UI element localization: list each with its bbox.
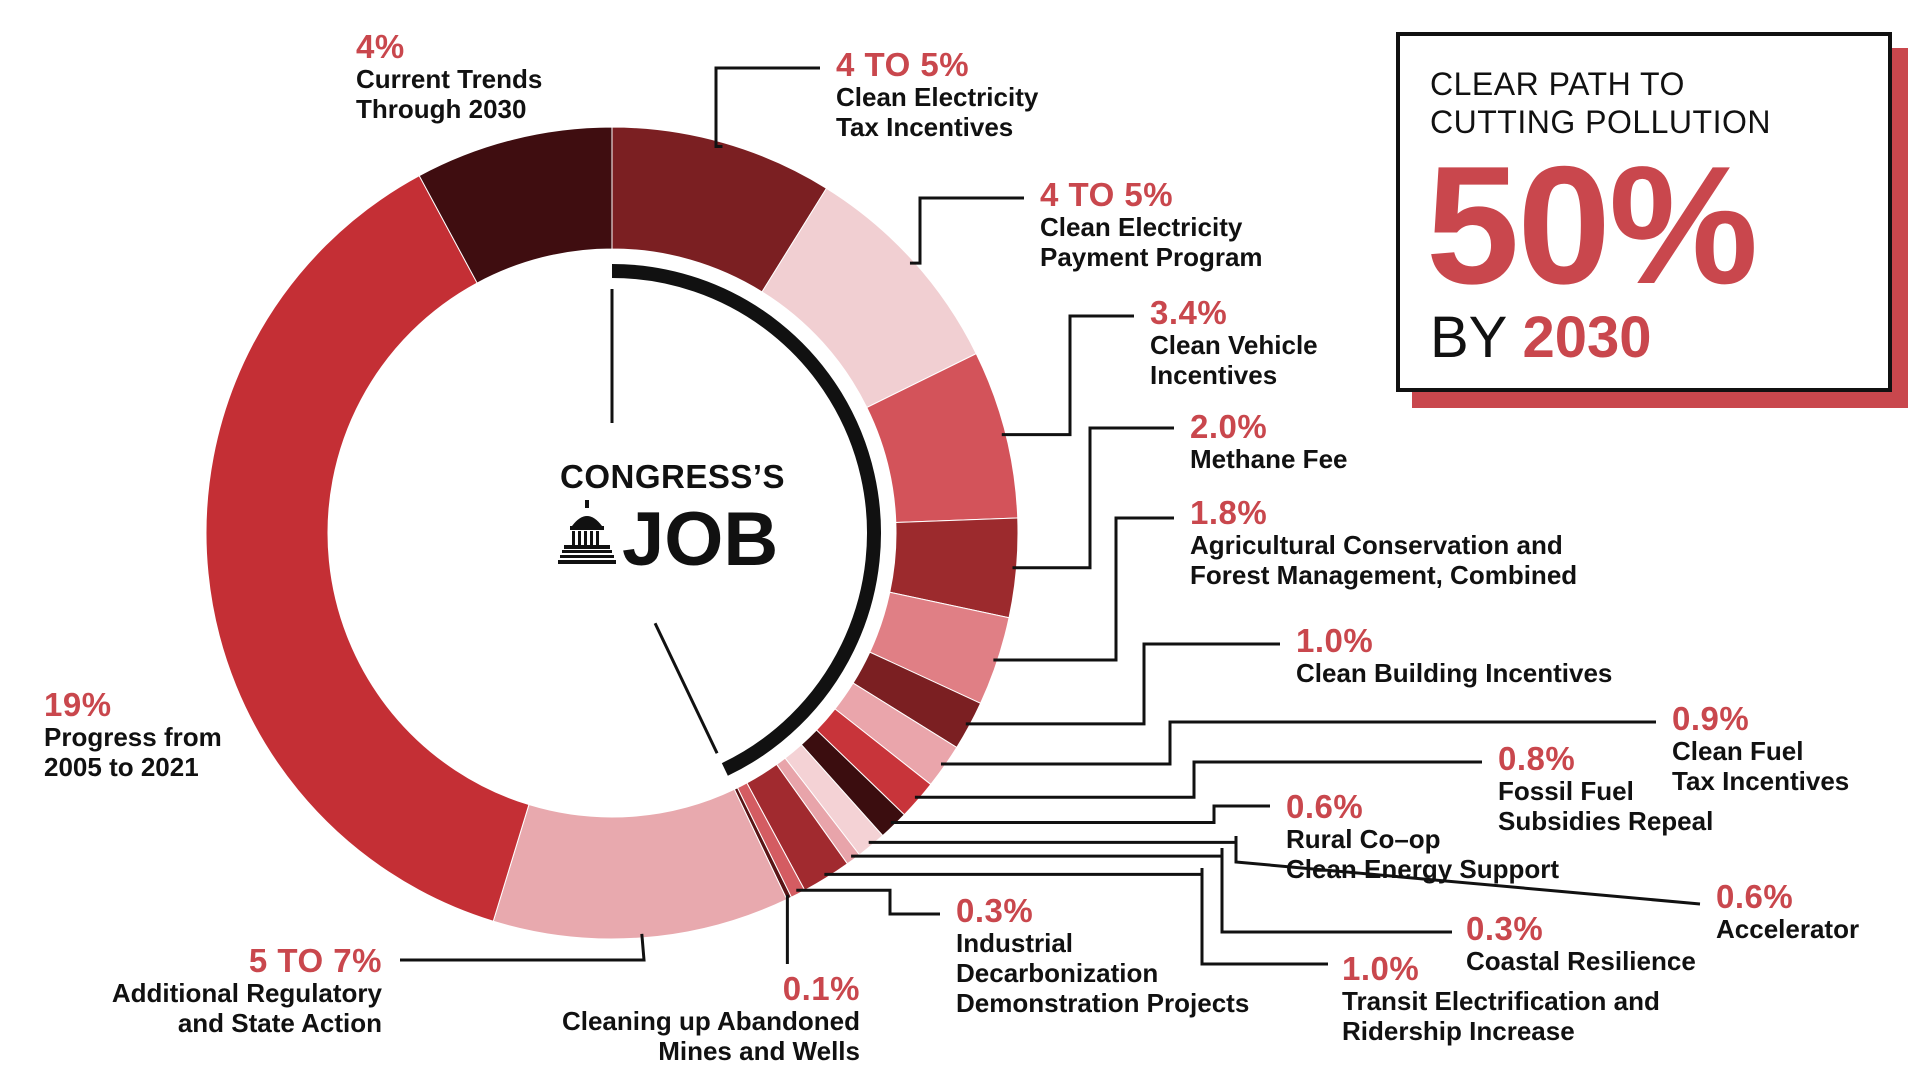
label-pct: 0.3%	[956, 892, 1034, 929]
label-clean-vehicle: 3.4% Clean Vehicle Incentives	[1150, 294, 1318, 391]
label-pct: 1.8%	[1190, 494, 1268, 531]
leader-line	[909, 196, 1024, 265]
leader-line	[1001, 314, 1134, 437]
leader-line	[914, 760, 1482, 799]
label-current-trends: 4% Current Trends Through 2030	[356, 28, 543, 125]
callout-year: 2030	[1522, 305, 1652, 370]
label-name: Transit Electrification and Ridership In…	[1342, 986, 1660, 1046]
label-progress: 19% Progress from 2005 to 2021	[44, 686, 222, 783]
label-clean-electricity-tax: 4 TO 5% Clean Electricity Tax Incentives	[836, 46, 1039, 143]
label-name: Current Trends Through 2030	[356, 64, 543, 124]
label-name: Clean Fuel Tax Incentives	[1672, 736, 1850, 796]
label-name: Clean Electricity Payment Program	[1040, 212, 1263, 272]
slice-additional-regulatory-and-state-action	[492, 788, 788, 940]
leader-line	[714, 66, 820, 148]
center-job: JOB	[622, 497, 779, 582]
label-pct: 4 TO 5%	[1040, 176, 1174, 213]
congress-bracket-end	[653, 622, 719, 754]
leader-line	[940, 720, 1656, 766]
leader-line	[868, 836, 1701, 906]
leader-line	[400, 933, 646, 962]
callout-line2: CUTTING POLLUTION	[1430, 104, 1771, 140]
label-pct: 0.1%	[782, 970, 860, 1007]
label-rural-coop: 0.6% Rural Co–op Clean Energy Support	[1286, 788, 1560, 885]
capitol-icon	[558, 500, 616, 564]
label-pct: 0.8%	[1498, 740, 1576, 777]
label-agricultural: 1.8% Agricultural Conservation and Fores…	[1190, 494, 1578, 591]
label-pct: 1.0%	[1296, 622, 1374, 659]
label-name: Accelerator	[1716, 914, 1860, 944]
label-name: Fossil Fuel Subsidies Repeal	[1498, 776, 1714, 836]
leader-line	[965, 642, 1280, 726]
label-pct: 2.0%	[1190, 408, 1268, 445]
label-name: Industrial Decarbonization Demonstration…	[956, 928, 1250, 1018]
label-name: Clean Electricity Tax Incentives	[836, 82, 1039, 142]
label-pct: 0.3%	[1466, 910, 1544, 947]
label-clean-fuel: 0.9% Clean Fuel Tax Incentives	[1672, 700, 1850, 797]
leader-line	[851, 848, 1452, 934]
label-pct: 4 TO 5%	[836, 46, 970, 83]
congress-bracket-arc	[611, 264, 881, 776]
label-pct: 0.9%	[1672, 700, 1750, 737]
label-pct: 19%	[44, 686, 112, 723]
label-name: Agricultural Conservation and Forest Man…	[1190, 530, 1578, 590]
label-coastal: 0.3% Coastal Resilience	[1466, 910, 1696, 977]
label-pct: 5 TO 7%	[248, 942, 382, 979]
slice-progress-from-2005-to-2021	[205, 175, 530, 922]
label-transit: 1.0% Transit Electrification and Ridersh…	[1342, 950, 1660, 1047]
label-additional-regulatory: 5 TO 7% Additional Regulatory and State …	[60, 942, 382, 1039]
leader-line	[993, 516, 1174, 662]
leader-line	[890, 804, 1270, 824]
slice-current-trends-through-2030	[418, 126, 613, 284]
label-clean-electricity-payment: 4 TO 5% Clean Electricity Payment Progra…	[1040, 176, 1263, 273]
callout-line1: CLEAR PATH TO	[1430, 66, 1685, 102]
label-name: Coastal Resilience	[1466, 946, 1696, 976]
label-methane-fee: 2.0% Methane Fee	[1190, 408, 1348, 475]
label-fossil-fuel: 0.8% Fossil Fuel Subsidies Repeal	[1498, 740, 1714, 837]
callout-percent: 50%	[1426, 131, 1758, 319]
label-accelerator: 0.6% Accelerator	[1716, 878, 1860, 945]
leader-line	[796, 888, 940, 916]
label-name: Clean Vehicle Incentives	[1150, 330, 1318, 390]
label-pct: 0.6%	[1716, 878, 1794, 915]
leader-line	[1012, 426, 1174, 570]
leader-line	[824, 868, 1328, 966]
label-pct: 1.0%	[1342, 950, 1420, 987]
label-name: Methane Fee	[1190, 444, 1348, 474]
label-name: Clean Building Incentives	[1296, 658, 1613, 688]
label-pct: 4%	[356, 28, 405, 65]
label-name: Cleaning up Abandoned Mines and Wells	[561, 1006, 860, 1066]
label-name: Additional Regulatory and State Action	[111, 978, 382, 1038]
label-abandoned-mines: 0.1% Cleaning up Abandoned Mines and Wel…	[520, 970, 860, 1067]
callout-by-word: BY	[1430, 305, 1507, 370]
label-industrial: 0.3% Industrial Decarbonization Demonstr…	[956, 892, 1250, 1019]
label-pct: 3.4%	[1150, 294, 1228, 331]
callout-box: CLEAR PATH TO CUTTING POLLUTION 50% BY 2…	[1396, 32, 1892, 392]
label-pct: 0.6%	[1286, 788, 1364, 825]
label-clean-building: 1.0% Clean Building Incentives	[1296, 622, 1613, 689]
center-title: CONGRESS’S	[560, 458, 786, 495]
callout-by: BY 2030	[1430, 306, 1651, 370]
label-name: Progress from 2005 to 2021	[44, 722, 222, 782]
label-name: Rural Co–op Clean Energy Support	[1286, 824, 1560, 884]
